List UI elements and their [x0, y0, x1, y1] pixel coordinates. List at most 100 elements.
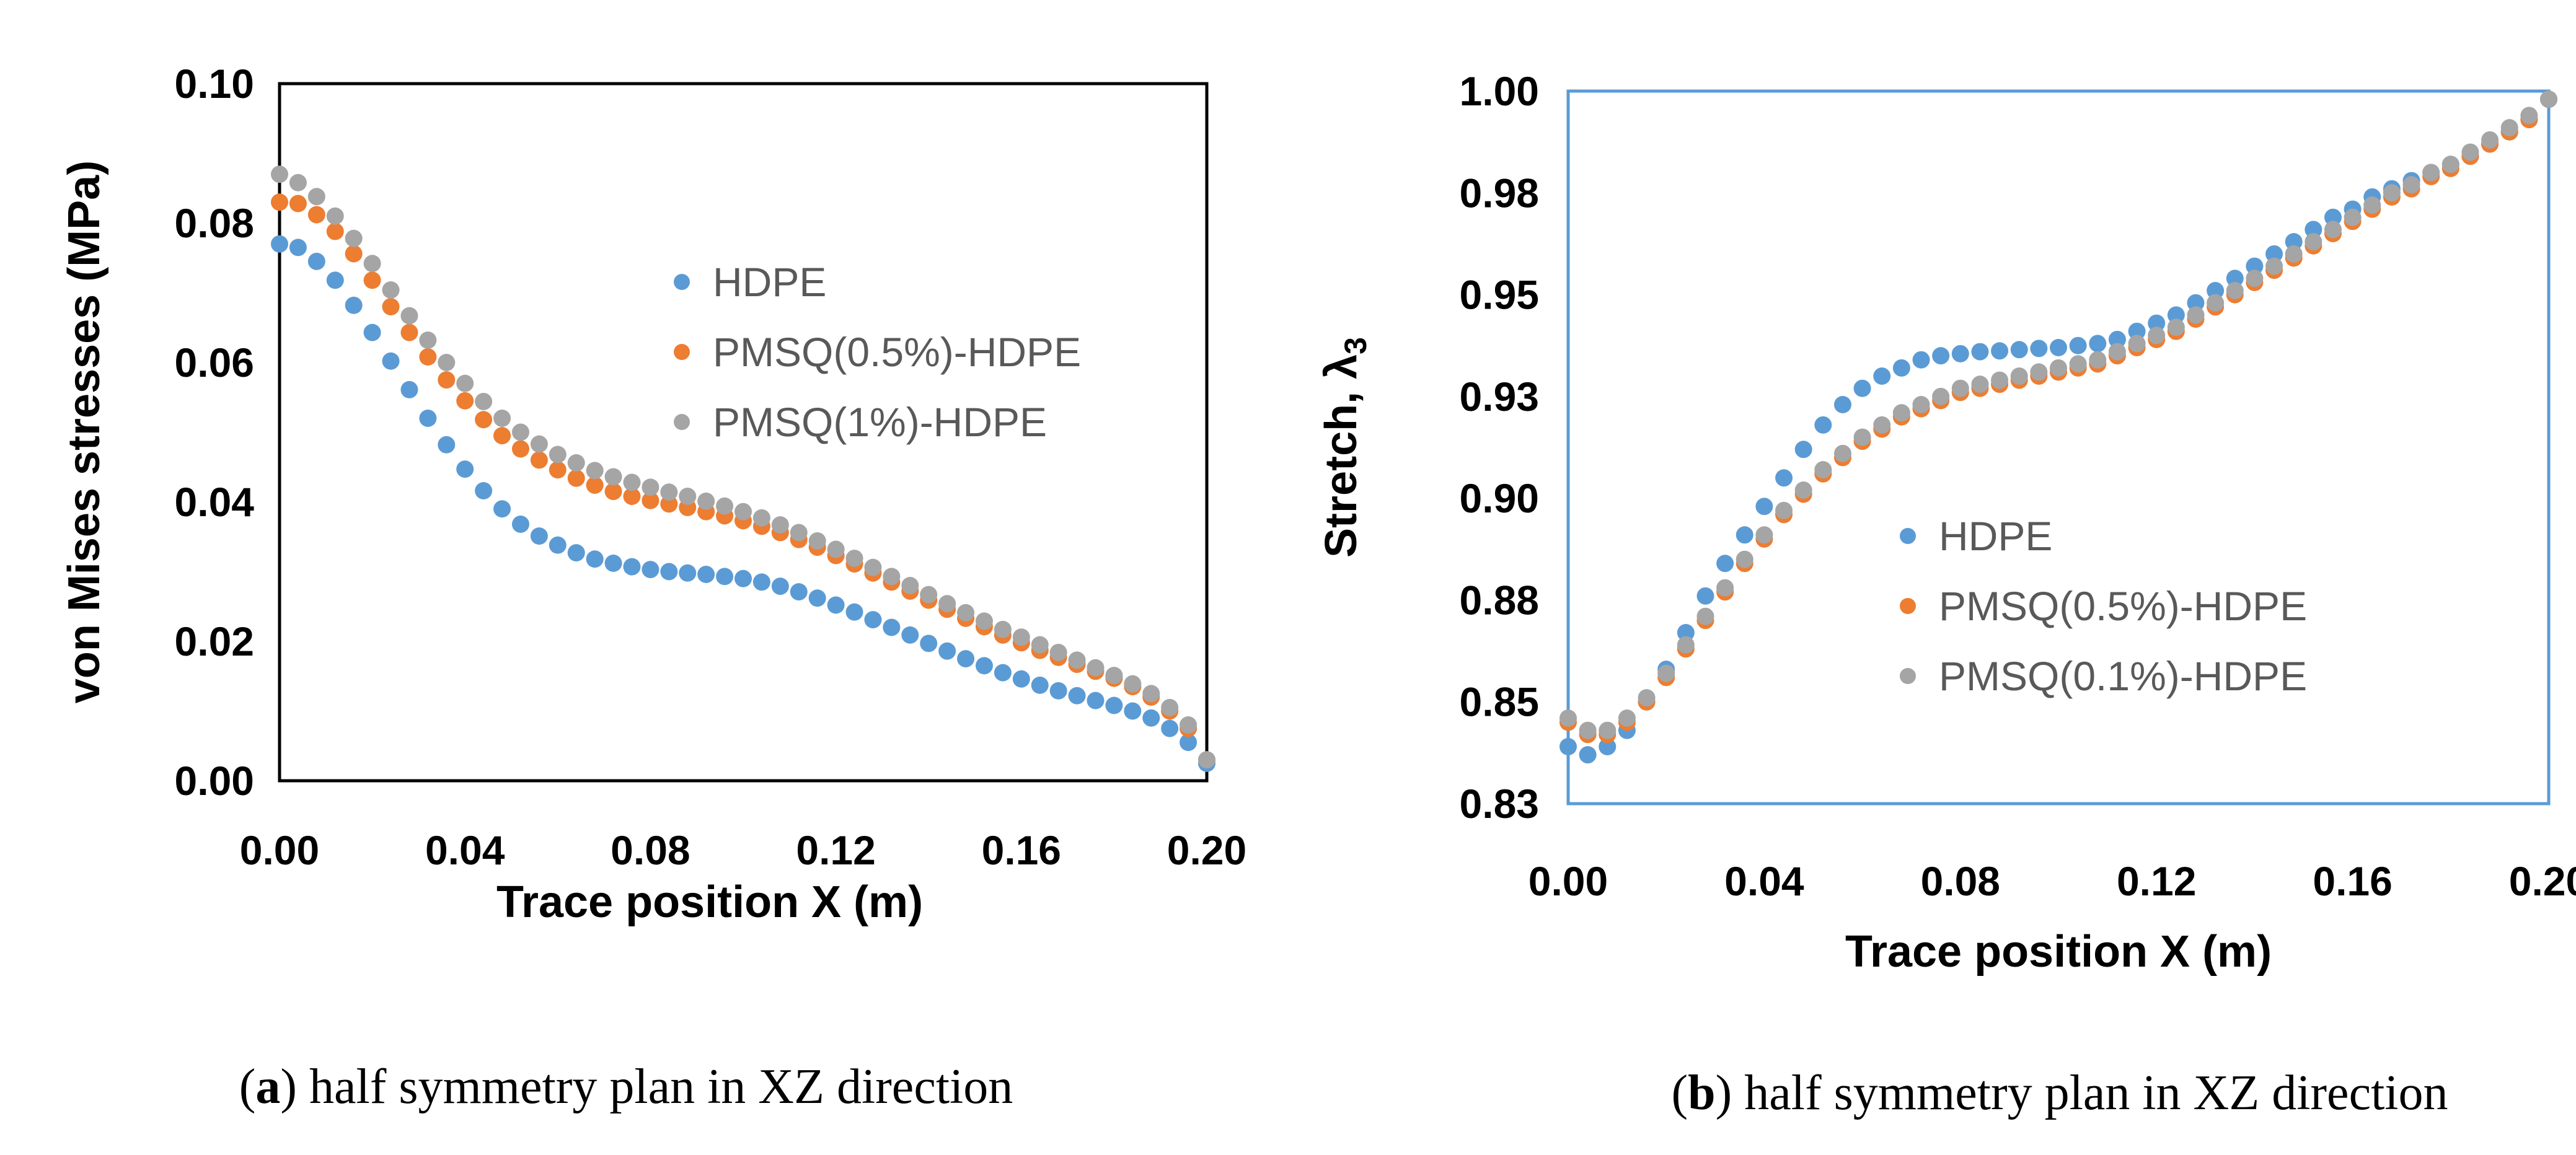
legend-marker	[674, 344, 690, 360]
data-point	[1853, 379, 1871, 397]
chart-panel-b: 0.830.850.880.900.930.950.981.00 0.00 0.0…	[1317, 68, 2576, 1120]
data-point	[1161, 698, 1179, 716]
data-point	[382, 281, 400, 299]
data-point	[2187, 306, 2205, 324]
x-tick-label: 0.08	[611, 827, 690, 873]
data-point	[623, 558, 641, 576]
data-point	[1105, 696, 1123, 714]
x-axis-label-b: Trace position X (m)	[1845, 927, 2272, 977]
data-point	[1873, 367, 1891, 385]
data-point	[1142, 685, 1160, 703]
y-axis-label-b-subscript: 3	[1338, 337, 1373, 354]
data-point	[957, 650, 975, 668]
data-point	[1971, 343, 1989, 361]
data-point	[642, 561, 659, 579]
data-point	[363, 271, 381, 289]
data-point	[1932, 387, 1950, 405]
legend-marker	[674, 414, 690, 430]
data-point	[1971, 375, 1989, 393]
data-point	[1105, 667, 1123, 685]
data-point	[2461, 143, 2479, 161]
data-point	[1755, 526, 1773, 544]
y-tick-label: 0.06	[175, 340, 254, 385]
data-point	[1124, 675, 1142, 693]
data-point	[1049, 644, 1067, 661]
x-tick-label: 0.20	[2509, 858, 2576, 904]
data-point	[1892, 359, 1910, 377]
data-point	[1012, 628, 1030, 646]
data-point	[567, 544, 585, 562]
data-point	[2108, 343, 2126, 361]
data-point	[1657, 664, 1675, 682]
data-point	[530, 527, 548, 545]
data-point	[567, 469, 585, 487]
data-point	[382, 352, 400, 370]
data-point	[326, 222, 344, 240]
x-tick-label: 0.08	[1921, 858, 2000, 904]
data-point	[2402, 176, 2420, 194]
legend-a: HDPE PMSQ(0.5%)-HDPE PMSQ(1%)-HDPE	[674, 259, 1081, 445]
data-point	[530, 435, 548, 453]
data-point	[2500, 119, 2518, 137]
data-point	[1853, 428, 1871, 446]
data-point	[1736, 550, 1753, 568]
legend-label: PMSQ(1%)-HDPE	[713, 399, 1047, 445]
data-point	[363, 255, 381, 273]
legend-label: HDPE	[1939, 513, 2052, 559]
x-tick-label: 0.16	[2313, 858, 2392, 904]
data-point	[660, 495, 678, 513]
data-point	[2422, 164, 2440, 182]
data-point	[994, 664, 1012, 682]
data-point	[530, 451, 548, 469]
data-point	[493, 427, 511, 445]
data-point	[400, 323, 418, 341]
data-point	[307, 252, 325, 270]
y-tick-label: 0.93	[1460, 374, 1539, 419]
data-point	[549, 446, 567, 463]
data-point	[771, 578, 789, 595]
y-tick-label: 0.08	[175, 200, 254, 246]
data-point	[2010, 341, 2028, 359]
data-point	[475, 393, 493, 410]
data-point	[1912, 396, 1930, 413]
data-points-b	[1559, 90, 2557, 764]
data-point	[883, 568, 901, 586]
data-point	[1049, 682, 1067, 700]
data-point	[1618, 709, 1636, 727]
data-point	[1031, 636, 1049, 654]
y-tick-label: 0.04	[175, 479, 255, 525]
data-point	[808, 589, 826, 607]
series-hdpe	[271, 235, 1215, 772]
data-point	[2305, 233, 2322, 251]
legend-marker	[1900, 668, 1916, 684]
data-point	[1775, 501, 1793, 519]
data-point	[2010, 367, 2028, 385]
data-point	[586, 476, 604, 494]
data-point	[1755, 498, 1773, 516]
data-point	[1873, 416, 1891, 434]
data-point	[2520, 107, 2538, 125]
data-point	[623, 488, 641, 505]
x-tick-labels-b: 0.00 0.04 0.08 0.12 0.16 0.20	[1528, 858, 2576, 904]
data-point	[549, 536, 567, 554]
data-point	[493, 500, 511, 518]
data-point	[1559, 709, 1577, 727]
data-point	[864, 611, 882, 629]
data-point	[2246, 257, 2264, 275]
series-pmsq-0-1-hdpe	[1559, 90, 2557, 739]
data-point	[790, 583, 808, 601]
legend-label: HDPE	[713, 259, 826, 305]
y-axis-label-b-text: Stretch, λ	[1317, 354, 1366, 558]
data-point	[2148, 314, 2166, 332]
data-point	[660, 483, 678, 501]
data-point	[1559, 738, 1577, 755]
data-point	[1814, 416, 1832, 434]
data-point	[1833, 444, 1851, 462]
data-point	[438, 371, 456, 389]
legend-label: PMSQ(0.1%)-HDPE	[1939, 653, 2307, 699]
data-point	[475, 482, 493, 499]
data-point	[2305, 221, 2322, 239]
data-point	[920, 586, 938, 604]
data-point	[2265, 245, 2283, 263]
